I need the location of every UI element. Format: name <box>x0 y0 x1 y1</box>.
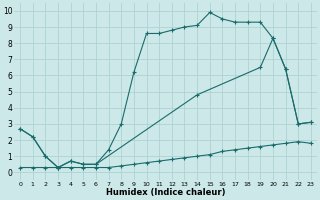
X-axis label: Humidex (Indice chaleur): Humidex (Indice chaleur) <box>106 188 225 197</box>
